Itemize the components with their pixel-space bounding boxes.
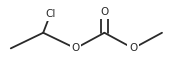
Text: O: O: [129, 43, 137, 53]
Text: Cl: Cl: [45, 9, 56, 19]
Text: O: O: [71, 43, 80, 53]
Text: O: O: [100, 7, 109, 17]
